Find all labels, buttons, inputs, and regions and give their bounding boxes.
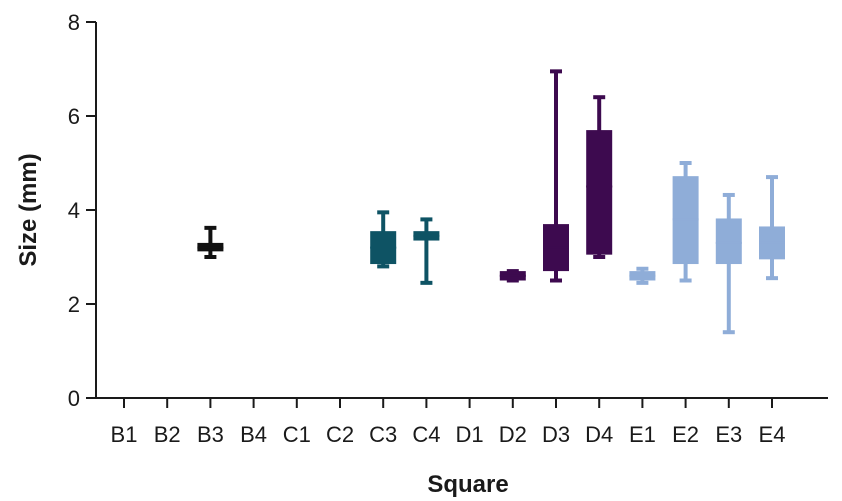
x-tick-label: E4 [759,422,786,447]
x-axis-title: Square [427,471,508,498]
box-e1 [629,266,656,285]
x-tick-label: C3 [369,422,397,447]
x-tick-label: E2 [672,422,699,447]
boxes-layer [197,69,785,335]
y-tick-label: 8 [68,10,80,35]
y-tick-label: 2 [68,292,80,317]
x-tick-label: C1 [283,422,311,447]
iqr-box [715,218,742,265]
iqr-box [586,130,613,255]
x-tick-label: B4 [240,422,267,447]
x-tick-label: C4 [412,422,440,447]
box-d2 [499,269,526,283]
x-tick-label: B3 [197,422,224,447]
box-d3 [543,69,569,283]
box-e4 [759,175,785,281]
box-d4 [586,95,613,259]
x-tick-label: B1 [111,422,138,447]
box-b3 [197,225,224,259]
y-tick-label: 4 [68,198,80,223]
y-tick-label: 6 [68,104,80,129]
y-tick-label: 0 [68,386,80,411]
x-tick-label: D3 [542,422,570,447]
x-tick-label: D4 [585,422,613,447]
x-tick-label: D2 [499,422,527,447]
box-c4 [413,217,440,285]
box-e2 [672,161,699,283]
y-axis-title: Size (mm) [15,153,42,266]
x-tick-label: E1 [629,422,656,447]
y-axis: 0 2 4 6 8 [68,10,97,411]
x-tick-label: E3 [715,422,742,447]
x-axis: B1 B2 B3 B4 C1 C2 C3 C4 D1 D2 D3 D4 E1 E2 E3 E4 [96,397,828,447]
box-c3 [370,210,397,269]
x-tick-label: B2 [154,422,181,447]
x-tick-label: C2 [326,422,354,447]
x-tick-label: D1 [456,422,484,447]
box-e3 [715,192,742,335]
